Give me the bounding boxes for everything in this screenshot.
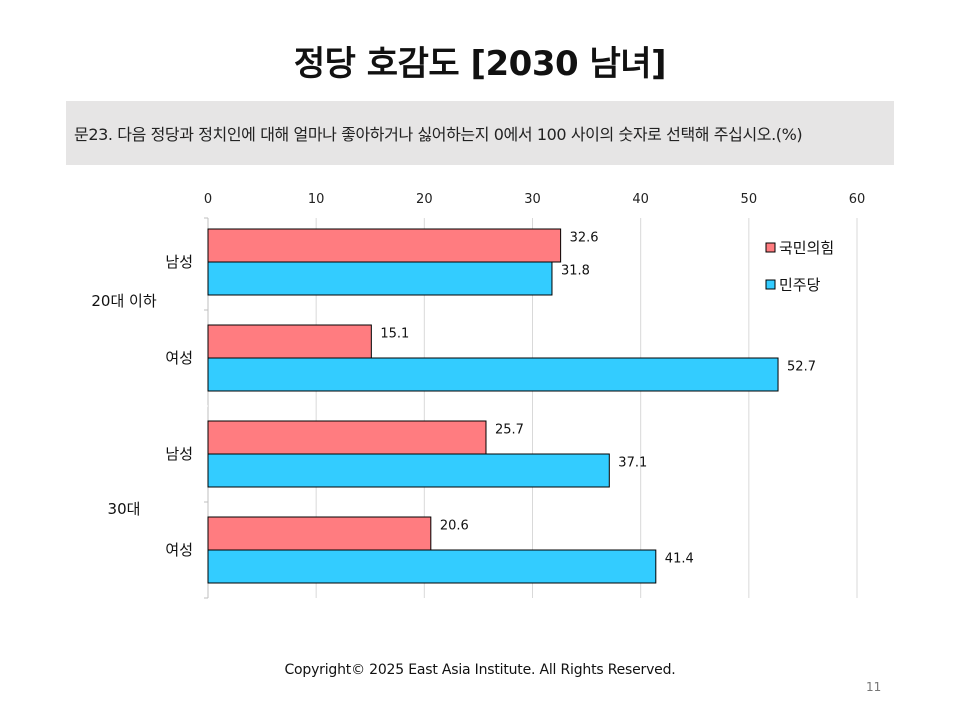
question-box: 문23. 다음 정당과 정치인에 대해 얼마나 좋아하거나 싫어하는지 0에서 … (66, 101, 894, 165)
data-label: 41.4 (665, 552, 694, 567)
bar-dp (207, 357, 779, 392)
category-label: 남성 (165, 445, 193, 463)
x-tick-label: 20 (416, 192, 433, 207)
data-label: 52.7 (787, 360, 816, 375)
bar-ppp (207, 516, 432, 551)
legend-swatch (765, 279, 776, 290)
bar-dp (207, 453, 610, 488)
legend-swatch (765, 242, 776, 253)
x-tick-label: 50 (741, 192, 758, 207)
legend-label: 국민의힘 (779, 239, 834, 257)
group-label: 20대 이하 (91, 292, 156, 310)
page-title: 정당 호감도 [2030 남녀] (293, 44, 667, 84)
data-label: 15.1 (380, 327, 409, 342)
bar-ppp (207, 228, 562, 263)
data-label: 25.7 (495, 423, 524, 438)
x-tick-label: 0 (204, 192, 212, 207)
copyright-text: Copyright© 2025 East Asia Institute. All… (284, 662, 676, 678)
x-tick-label: 10 (308, 192, 325, 207)
data-label: 20.6 (440, 519, 469, 534)
bar-ppp (207, 324, 372, 359)
bar-ppp (207, 420, 487, 455)
x-tick-label: 40 (632, 192, 649, 207)
question-text: 문23. 다음 정당과 정치인에 대해 얼마나 좋아하거나 싫어하는지 0에서 … (74, 125, 803, 144)
bar-dp (207, 549, 657, 584)
legend-label: 민주당 (779, 276, 821, 294)
category-label: 여성 (165, 349, 193, 367)
category-label: 여성 (165, 541, 193, 559)
data-label: 37.1 (618, 456, 647, 471)
page-number: 11 (866, 680, 882, 694)
x-tick-label: 60 (849, 192, 866, 207)
bar-dp (207, 261, 553, 296)
category-label: 남성 (165, 253, 193, 271)
x-tick-label: 30 (524, 192, 541, 207)
data-label: 31.8 (561, 264, 590, 279)
data-label: 32.6 (570, 231, 599, 246)
group-label: 30대 (108, 500, 141, 518)
